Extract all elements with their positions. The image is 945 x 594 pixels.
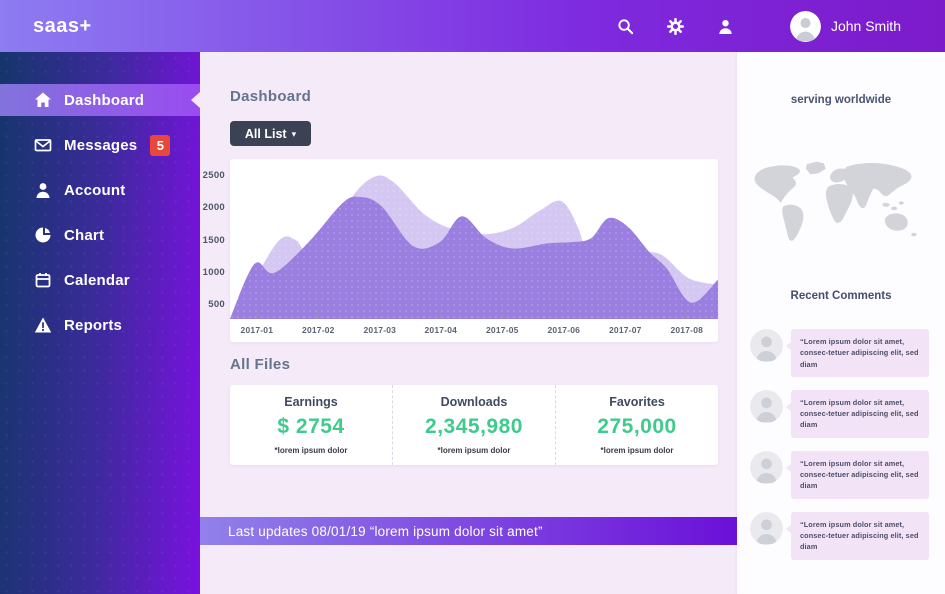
stat-earnings: Earnings $ 2754 *lorem ipsum dolor [230,385,392,465]
world-map [746,158,936,248]
stat-value: 2,345,980 [425,415,523,438]
x-axis-label: 2017-08 [670,325,703,335]
y-axis-label: 500 [208,299,225,310]
stat-favorites: Favorites 275,000 *lorem ipsum dolor [555,385,718,465]
comment-text: “Lorem ipsum dolor sit amet, consec-tetu… [800,337,919,369]
last-updates-bar: Last updates 08/01/19 “lorem ipsum dolor… [200,517,737,545]
y-axis-label: 2500 [202,170,225,181]
topbar: saas+ John Smith [0,0,945,52]
avatar [790,11,821,42]
sidebar-item-chart[interactable]: Chart [0,219,200,251]
search-icon[interactable] [616,16,636,36]
stat-value: $ 2754 [277,415,345,438]
user-menu[interactable]: John Smith [790,11,945,42]
all-list-label: All List [244,126,287,141]
main-content: Dashboard All List ▾ 500 1000 1500 2000 2500… [200,52,737,594]
comment-text: “Lorem ipsum dolor sit amet, consec-tetu… [800,519,919,552]
commenter-avatar [750,512,783,545]
pie-chart-icon [34,226,53,245]
envelope-icon [34,136,53,155]
page-title: Dashboard [230,88,312,105]
comment-text: “Lorem ipsum dolor sit amet, consec-tetu… [800,458,919,491]
user-icon[interactable] [716,16,736,36]
person-icon [34,181,53,200]
all-list-dropdown-button[interactable]: All List ▾ [230,121,311,146]
comment-item: “Lorem ipsum dolor sit amet, consec-tetu… [737,389,945,438]
sidebar-item-dashboard[interactable]: Dashboard [0,84,200,116]
sidebar-item-calendar[interactable]: Calendar [0,264,200,296]
sidebar-item-label: Account [64,181,126,199]
last-updates-text: Last updates 08/01/19 “lorem ipsum dolor… [228,523,543,539]
sidebar-item-label: Calendar [64,271,130,289]
chart-block: 500 1000 1500 2000 2500 2017-01 2017-02 2017-0… [200,159,737,342]
comment-item: “Lorem ipsum dolor sit amet, consec-tetu… [737,450,945,499]
stat-caption: *lorem ipsum dolor [437,446,511,455]
calendar-icon [34,271,53,290]
stat-caption: *lorem ipsum dolor [274,446,348,455]
sidebar-item-account[interactable]: Account [0,174,200,206]
comment-item: “Lorem ipsum dolor sit amet, consec-tetu… [737,329,945,377]
stats-card: Earnings $ 2754 *lorem ipsum dolor Downl… [230,385,718,465]
stat-downloads: Downloads 2,345,980 *lorem ipsum dolor [392,385,555,465]
comment-text: “Lorem ipsum dolor sit amet, consec-tetu… [800,397,919,430]
x-axis-label: 2017-02 [302,325,335,335]
y-axis-label: 1500 [202,234,225,246]
chart-card: 2017-01 2017-02 2017-03 2017-04 2017-05 2017-… [230,159,718,342]
chevron-down-icon: ▾ [291,129,297,139]
messages-count-badge: 5 [150,134,171,156]
active-item-notch [191,92,200,108]
sidebar-item-label: Chart [64,226,105,244]
commenter-avatar [750,451,783,484]
settings-gear-icon[interactable] [666,16,686,36]
sidebar-item-reports[interactable]: Reports [0,309,200,341]
home-icon [34,91,53,110]
comment-bubble: “Lorem ipsum dolor sit amet, consec-tetu… [786,329,929,377]
stat-value: 275,000 [597,415,677,438]
app-logo: saas+ [33,14,92,37]
commenter-avatar [750,329,783,362]
stat-label: Earnings [284,395,338,409]
stat-label: Downloads [440,395,508,409]
x-axis-label: 2017-04 [425,325,458,335]
comment-bubble: “Lorem ipsum dolor sit amet, consec-tetu… [786,389,929,438]
user-name: John Smith [830,18,901,34]
serving-worldwide-title: serving worldwide [790,94,892,106]
comment-bubble: “Lorem ipsum dolor sit amet, consec-tetu… [786,450,929,499]
comment-bubble: “Lorem ipsum dolor sit amet, consec-tetu… [786,511,929,560]
stat-label: Favorites [609,395,665,409]
right-panel: serving worldwide Recent Comments “Lorem… [737,52,945,594]
chart-y-axis: 500 1000 1500 2000 2500 [200,159,230,342]
warning-icon [34,316,53,335]
chart-series-texture [230,196,718,319]
commenter-avatar [750,390,783,423]
sidebar: Dashboard Messages 5 Account Chart Calen… [0,52,200,594]
sidebar-item-messages[interactable]: Messages 5 [0,129,200,161]
sidebar-item-label: Reports [64,316,123,334]
x-axis-label: 2017-03 [364,325,397,335]
comments-list: “Lorem ipsum dolor sit amet, consec-tetu… [737,329,945,560]
y-axis-label: 1000 [202,266,225,278]
x-axis-label: 2017-06 [547,325,580,335]
area-chart: 2017-01 2017-02 2017-03 2017-04 2017-05 2017-… [230,175,718,335]
x-axis-label: 2017-01 [241,325,274,335]
x-axis-label: 2017-07 [609,325,642,335]
all-files-title: All Files [230,356,291,373]
y-axis-label: 2000 [202,202,225,214]
stat-caption: *lorem ipsum dolor [600,446,674,455]
x-axis-label: 2017-05 [486,325,519,335]
recent-comments-title: Recent Comments [790,290,892,302]
sidebar-item-label: Dashboard [64,91,145,109]
sidebar-item-label: Messages [64,136,138,154]
comment-item: “Lorem ipsum dolor sit amet, consec-tetu… [737,511,945,560]
